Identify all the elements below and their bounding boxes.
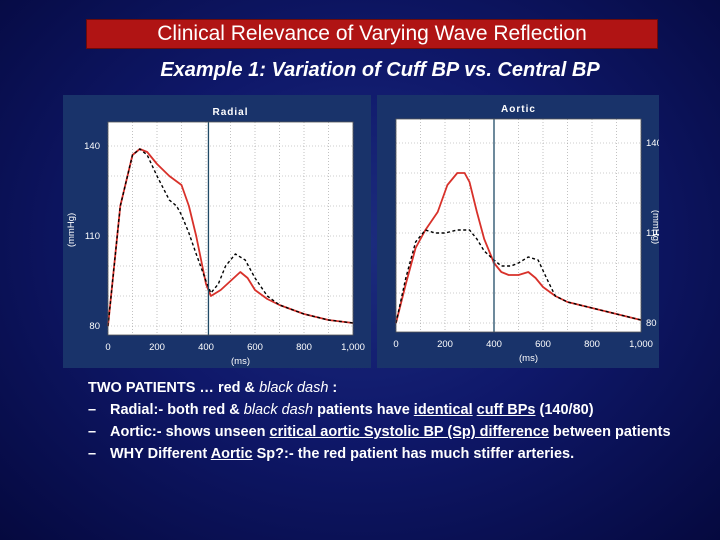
radial-y-tick-label: 110 bbox=[85, 231, 100, 242]
slide-title: Clinical Relevance of Varying Wave Refle… bbox=[86, 19, 658, 49]
radial-x-tick-label: 800 bbox=[296, 342, 312, 353]
bullet-marker: – bbox=[88, 446, 97, 462]
slide-subtitle: Example 1: Variation of Cuff BP vs. Cent… bbox=[160, 59, 600, 81]
radial-x-axis-label: (ms) bbox=[231, 356, 250, 367]
radial-red-series-line bbox=[107, 148, 354, 327]
notes-heading: TWO PATIENTS … red & black dash : bbox=[88, 379, 688, 398]
radial-chart-title: Radial bbox=[212, 107, 248, 118]
bullet-marker: – bbox=[88, 402, 97, 418]
note-text-underlined: cuff BPs bbox=[476, 402, 536, 418]
radial-x-tick-label: 600 bbox=[247, 342, 263, 353]
note-text: patients have bbox=[313, 402, 414, 418]
aortic-chart-panel: Aortic 0 200 400 600 800 1,000 (ms) 80 110 140 (mmH… bbox=[377, 95, 659, 368]
radial-dashed-series-line bbox=[107, 148, 354, 327]
bullet-marker: – bbox=[88, 424, 97, 440]
aortic-x-tick-label: 600 bbox=[535, 339, 551, 350]
aortic-x-tick-label: 1,000 bbox=[629, 339, 653, 350]
aortic-x-tick-label: 800 bbox=[584, 339, 600, 350]
aortic-y-axis-label: (mmHg) bbox=[650, 210, 659, 244]
aortic-x-tick-label: 0 bbox=[393, 339, 398, 350]
notes-block: TWO PATIENTS … red & black dash : – Radi… bbox=[88, 379, 688, 467]
aortic-y-tick-label: 80 bbox=[646, 318, 657, 329]
note-text: Sp?:- the red patient has much stiffer a… bbox=[252, 446, 575, 462]
aortic-plot-area bbox=[396, 119, 641, 332]
aortic-chart: Aortic 0 200 400 600 800 1,000 (ms) 80 110 140 (mmH… bbox=[393, 104, 659, 364]
aortic-plot-border bbox=[395, 118, 642, 333]
note-bullet-why: – WHY Different Aortic Sp?:- the red pat… bbox=[88, 445, 688, 464]
note-text-underlined: critical aortic Systolic BP (Sp) differe… bbox=[269, 424, 549, 440]
note-text: between patients bbox=[548, 424, 671, 440]
note-text-underlined: Aortic bbox=[210, 446, 253, 462]
radial-plot-area bbox=[108, 122, 353, 335]
radial-y-axis-label: (mmHg) bbox=[66, 213, 77, 247]
notes-heading-end: : bbox=[328, 380, 338, 396]
aortic-x-tick-label: 400 bbox=[486, 339, 502, 350]
notes-heading-text: TWO PATIENTS … red & bbox=[88, 380, 260, 396]
radial-chart-panel: Radial 0 200 400 600 800 1,000 (ms) 80 110 140 (mmH… bbox=[63, 95, 371, 368]
aortic-x-axis-label: (ms) bbox=[519, 353, 538, 364]
aortic-y-tick-label: 140 bbox=[646, 138, 659, 149]
note-text-underlined: identical bbox=[413, 402, 473, 418]
radial-x-tick-label: 400 bbox=[198, 342, 214, 353]
radial-x-tick-label: 0 bbox=[105, 342, 110, 353]
radial-x-tick-label: 1,000 bbox=[341, 342, 365, 353]
notes-heading-dash: black dash bbox=[259, 380, 329, 396]
aortic-chart-title: Aortic bbox=[501, 104, 536, 115]
radial-y-tick-label: 80 bbox=[89, 321, 100, 332]
radial-y-tick-label: 140 bbox=[84, 141, 100, 152]
note-text: Aortic:- shows unseen bbox=[110, 424, 270, 440]
note-text: (140/80) bbox=[535, 402, 594, 418]
note-text-italic: black dash bbox=[243, 402, 314, 418]
radial-chart: Radial 0 200 400 600 800 1,000 (ms) 80 110 140 (mmH… bbox=[66, 107, 365, 367]
aortic-dashed-series-line bbox=[395, 229, 642, 324]
radial-x-tick-label: 200 bbox=[149, 342, 165, 353]
note-text: Radial:- both red & bbox=[110, 402, 244, 418]
aortic-y-tick-label: 110 bbox=[646, 228, 659, 239]
note-text: WHY Different bbox=[110, 446, 211, 462]
aortic-x-tick-label: 200 bbox=[437, 339, 453, 350]
radial-plot-border bbox=[107, 121, 354, 336]
note-bullet-aortic: – Aortic:- shows unseen critical aortic … bbox=[88, 423, 688, 442]
note-bullet-radial: – Radial:- both red & black dash patient… bbox=[88, 401, 688, 420]
